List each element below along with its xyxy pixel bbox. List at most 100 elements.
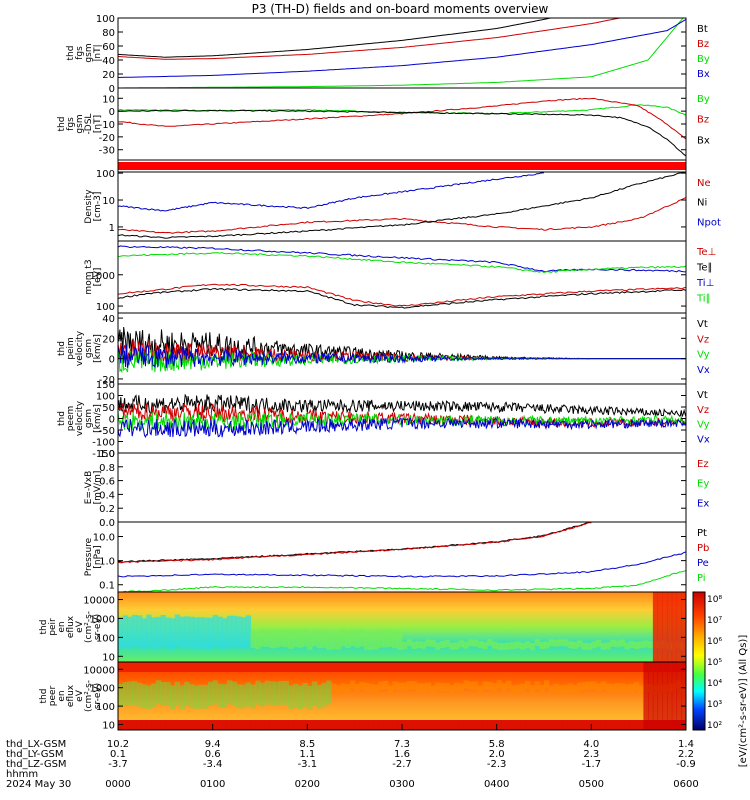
spectrogram-cell [600, 681, 607, 690]
spectrogram-cell [241, 684, 247, 709]
spectrogram-cell [416, 662, 422, 672]
spectrogram-cell [364, 632, 370, 650]
spectrogram-cell [610, 720, 616, 730]
spectrogram-cell [349, 720, 356, 730]
x-tick-label: 0200 [295, 779, 320, 790]
y-tick-label: 0 [109, 84, 115, 95]
spectrogram-cell [122, 662, 128, 672]
spectrogram-cell [430, 640, 436, 648]
spectrogram-cell [397, 720, 403, 730]
spectrogram-cell [151, 720, 157, 730]
series-group [118, 245, 686, 309]
spectrogram-cell [624, 642, 630, 650]
spectrogram-cell [567, 641, 573, 649]
spectrogram-cell [278, 680, 285, 705]
spectrogram-cell [326, 632, 332, 650]
spectrogram-cell [331, 720, 337, 730]
spectrogram-cell [189, 616, 195, 649]
spectrogram-cell [335, 720, 341, 730]
spectrogram-cell [231, 720, 237, 730]
spectrogram-cell [378, 662, 384, 672]
spectrogram-cell [122, 615, 128, 647]
spectrogram-cell [340, 629, 346, 647]
spectrogram-cell [439, 682, 446, 691]
spectrogram-cell [207, 662, 214, 672]
legend-Bz: Bz [697, 115, 709, 126]
panel-fgs_mag: 100 80 60 40 20 0 thd fgs gsm |nT| Bt Bz By Bx [66, 14, 710, 95]
y-axis-label-line: -DSL [84, 114, 94, 135]
spectrogram-cell [473, 681, 479, 690]
spectrogram-cell [383, 629, 389, 648]
series-group [118, 97, 686, 157]
y-tick-label: 80 [102, 28, 115, 39]
spectrogram-cell [667, 662, 673, 730]
spectrogram-cell [189, 720, 195, 730]
spectrogram-cell [501, 642, 507, 650]
spectrogram-cell [203, 662, 209, 672]
spectrogram-cell [359, 681, 365, 690]
y-axis-label-line: en [57, 621, 67, 632]
spectrogram-cell [222, 662, 228, 672]
spectrogram-cell [231, 681, 237, 706]
spectrogram-cell [491, 720, 498, 730]
y-tick-label: 1000 [90, 684, 115, 695]
spectrogram-cell [520, 683, 526, 692]
spectrogram-cell [335, 662, 341, 672]
spectrogram-cell [293, 683, 299, 708]
series-line-Bx [118, 109, 686, 157]
legend-Vy: Vy [697, 420, 710, 431]
spectrogram-cell [439, 641, 446, 649]
series-line-Npot [118, 172, 545, 212]
x-tick-label: 0100 [200, 779, 225, 790]
spectrogram-cell [321, 682, 327, 707]
legend-Pe: Pe [697, 558, 709, 569]
page-title: P3 (TH-D) fields and on-board moments ov… [252, 2, 549, 16]
spectrogram-cell [269, 662, 275, 672]
y-axis-label: thd fgs gsm |nT| [66, 43, 103, 62]
y-axis-label: thd peer en eflux eV (cm²-s-sr-eV) [39, 680, 103, 712]
spectrogram-cell [212, 614, 218, 647]
spectrogram-cell [236, 684, 242, 709]
spectrogram-cell [633, 662, 640, 672]
spectrogram-cell [179, 720, 185, 730]
spectrogram-cell [331, 662, 337, 672]
spectrogram-cell [482, 642, 488, 650]
spectrogram-cell [491, 662, 498, 672]
spectrogram-cell [264, 720, 270, 730]
spectrogram-cell [132, 681, 138, 705]
spectrogram-cell [170, 662, 176, 672]
spectrogram-cell [307, 632, 313, 650]
spectrogram-cell [558, 685, 564, 694]
spectrogram-cell [378, 630, 384, 648]
spectrogram-cell [368, 720, 375, 730]
spectrogram-cell [136, 615, 143, 647]
spectrogram-cell [600, 662, 607, 672]
spectrogram-cell [553, 662, 559, 672]
y-tick-label: 0 [109, 355, 115, 366]
y-tick-label: 100 [96, 302, 115, 313]
spectrogram-cell [274, 681, 280, 706]
spectrogram-cell [411, 641, 417, 649]
y-tick-label: 1000 [90, 614, 115, 625]
spectrogram-cell [136, 662, 143, 672]
spectrogram-cell [544, 720, 550, 730]
spectrogram-cell [420, 641, 427, 649]
spectrogram-cell [146, 614, 152, 647]
separator-band [118, 162, 686, 170]
spectrogram-cell [548, 639, 554, 647]
spectrogram-cell [383, 720, 389, 730]
spectrogram-cell [657, 662, 663, 730]
spectrogram-cell [473, 662, 479, 672]
spectrogram-cell [316, 684, 323, 709]
spectrogram-cell [383, 680, 389, 690]
spectrogram-cell [283, 680, 289, 705]
spectrogram-cell [278, 629, 285, 647]
series-group [118, 522, 686, 592]
spectrogram-cell [260, 682, 266, 707]
y-tick-label: -50 [99, 426, 115, 437]
spectrogram-cell [596, 662, 602, 672]
y-axis-label-line: thd [57, 411, 67, 426]
spectrogram-cell [184, 616, 190, 648]
spectrogram-cell [520, 720, 526, 730]
